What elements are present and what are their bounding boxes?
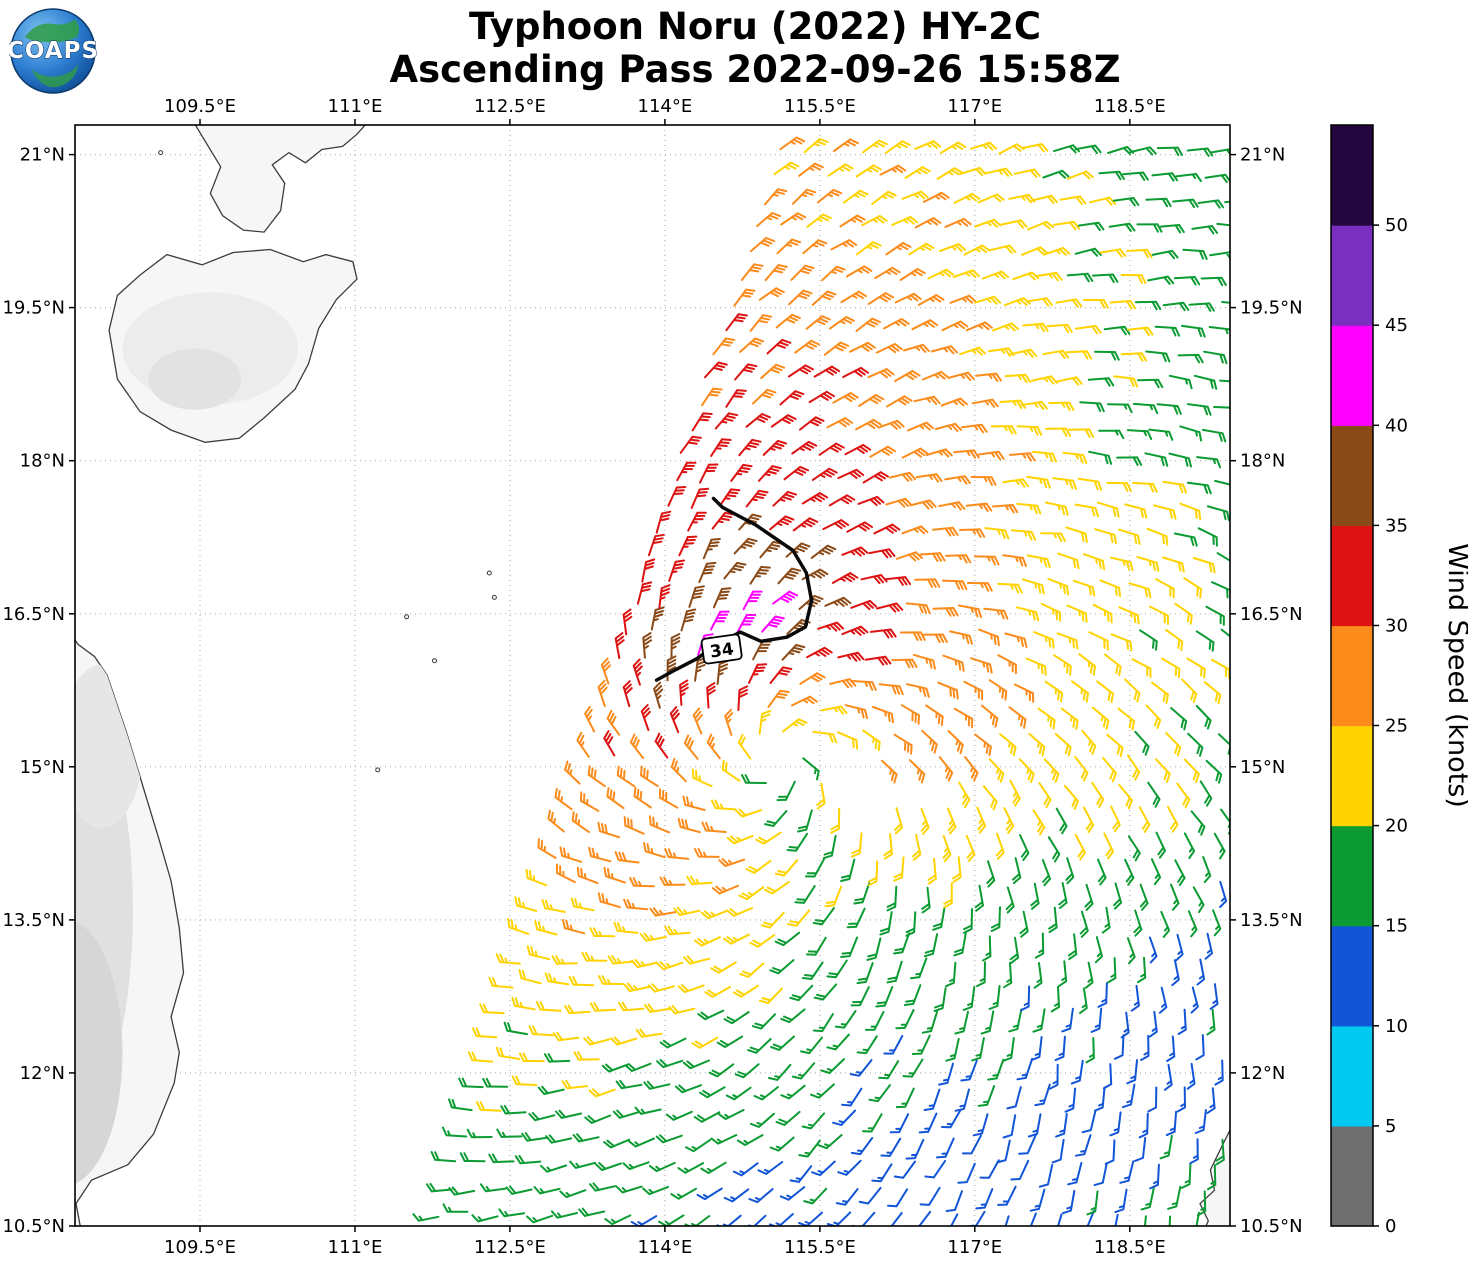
lon-tick-label-bottom: 114°E	[638, 1237, 693, 1258]
lat-tick-label-right: 21°N	[1240, 145, 1285, 166]
lat-tick-label-right: 19.5°N	[1240, 298, 1303, 319]
colorbar-bin	[1331, 625, 1373, 727]
lon-tick-label-top: 114°E	[638, 96, 693, 117]
lat-tick-label-right: 18°N	[1240, 451, 1285, 472]
lon-tick-label-bottom: 111°E	[328, 1237, 383, 1258]
lat-tick-label-left: 15°N	[20, 757, 65, 778]
colorbar-bin	[1331, 325, 1373, 426]
coaps-logo: COAPS	[6, 7, 99, 99]
lon-tick-label-top: 112.5°E	[474, 96, 546, 117]
globe-land-south	[31, 64, 78, 88]
colorbar-bin	[1331, 1125, 1373, 1227]
colorbar-bin	[1331, 825, 1373, 927]
axis-tick-labels: 109.5°E 109.5°E 111°E 111°E 112.5°E 112.5°E 11…	[2, 96, 1302, 1258]
colorbar: 0 5 10 15 20 25 30 35 40 45 50 Wind Speed (knots)	[1330, 124, 1468, 1237]
colorbar-tick-label: 40	[1385, 415, 1408, 436]
islet	[404, 614, 410, 620]
lon-tick-label-top: 115.5°E	[784, 96, 856, 117]
colorbar-tick-label: 35	[1385, 515, 1408, 536]
lat-tick-label-left: 18°N	[20, 451, 65, 472]
islet	[491, 594, 497, 600]
plot-frame	[74, 124, 1231, 1227]
lat-tick-label-right: 10.5°N	[1240, 1216, 1303, 1237]
colorbar-bin	[1331, 525, 1373, 627]
coastline-mainland	[194, 125, 366, 233]
lon-tick-label-top: 111°E	[328, 96, 383, 117]
coaps-globe: COAPS	[6, 8, 99, 94]
lat-tick-label-right: 16.5°N	[1240, 604, 1303, 625]
coastline-palawan	[1199, 1128, 1230, 1226]
colorbar-tick-label: 5	[1385, 1116, 1396, 1137]
colorbar-tick-label: 0	[1385, 1216, 1396, 1237]
colorbar-axis-label: Wind Speed (knots)	[1442, 543, 1468, 808]
logo-text: COAPS	[9, 38, 97, 64]
svg-text:34: 34	[709, 639, 735, 662]
colorbar-tick-label: 10	[1385, 1016, 1408, 1037]
colorbar-tick-label: 30	[1385, 616, 1408, 637]
axis-ticks	[69, 119, 1236, 1232]
colorbar-bin	[1331, 225, 1373, 326]
coastlines	[75, 125, 1230, 1226]
contour-34kt: 34	[654, 496, 814, 682]
lat-tick-label-left: 13.5°N	[2, 910, 65, 931]
colorbar-bin	[1331, 925, 1373, 1027]
figure-subtitle: Ascending Pass 2022-09-26 15:58Z	[389, 47, 1121, 91]
lon-tick-label-top: 117°E	[947, 96, 1002, 117]
terrain-shading	[75, 292, 299, 1186]
colorbar-tick-label: 20	[1385, 816, 1408, 837]
lon-tick-label-bottom: 112.5°E	[474, 1237, 546, 1258]
colorbar-tick-label: 25	[1385, 716, 1408, 737]
lat-tick-label-right: 12°N	[1240, 1063, 1285, 1084]
lat-tick-label-left: 12°N	[20, 1063, 65, 1084]
wind-barbs	[412, 136, 1230, 1226]
contour-label: 34	[700, 633, 743, 665]
lat-tick-label-right: 15°N	[1240, 757, 1285, 778]
islet	[486, 570, 492, 576]
lon-tick-label-bottom: 117°E	[947, 1237, 1002, 1258]
islet	[432, 658, 437, 664]
figure-title: Typhoon Noru (2022) HY-2C	[469, 5, 1041, 48]
lat-tick-label-left: 16.5°N	[2, 604, 65, 625]
lat-tick-label-right: 13.5°N	[1240, 910, 1303, 931]
lon-tick-label-top: 118.5°E	[1094, 96, 1166, 117]
islet	[375, 767, 381, 773]
lon-tick-label-bottom: 109.5°E	[164, 1237, 236, 1258]
lat-tick-label-left: 10.5°N	[2, 1216, 65, 1237]
colorbar-bin	[1331, 125, 1373, 226]
lat-tick-label-left: 19.5°N	[2, 298, 65, 319]
colorbar-bin	[1331, 1025, 1373, 1127]
colorbar-bin	[1331, 425, 1373, 526]
colorbar-tick-label: 15	[1385, 916, 1408, 937]
figure-title-block: Typhoon Noru (2022) HY-2C Ascending Pass…	[42, 5, 1468, 92]
colorbar-tick-label: 50	[1385, 215, 1408, 236]
colorbar-bin	[1331, 725, 1373, 827]
colorbar-tick-label: 45	[1385, 315, 1408, 336]
globe-land-north	[25, 19, 80, 43]
lon-tick-label-bottom: 118.5°E	[1094, 1237, 1166, 1258]
islet	[158, 150, 164, 156]
lon-tick-label-top: 109.5°E	[164, 96, 236, 117]
lat-tick-label-left: 21°N	[20, 145, 65, 166]
lon-tick-label-bottom: 115.5°E	[784, 1237, 856, 1258]
